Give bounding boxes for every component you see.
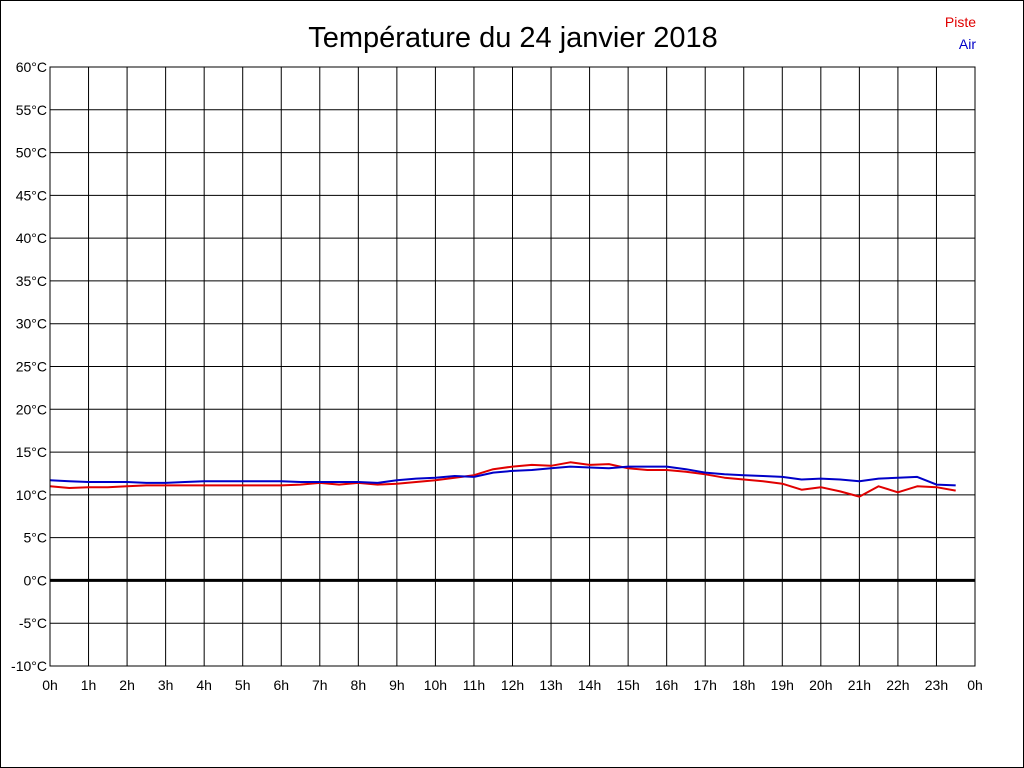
x-tick-label: 15h [616, 677, 639, 693]
x-tick-label: 22h [886, 677, 909, 693]
series-group [49, 461, 956, 498]
legend-entry-piste: Piste [945, 14, 976, 30]
y-tick-label: 45°C [16, 187, 47, 203]
y-axis-tick-labels: 60°C 55°C 50°C 45°C 40°C 35°C 30°C 25°C 20°C 15°C… [11, 59, 47, 674]
chart-title: Température du 24 janvier 2018 [308, 22, 717, 54]
x-tick-label: 14h [578, 677, 601, 693]
x-tick-label: 1h [81, 677, 97, 693]
y-tick-label: 60°C [16, 59, 47, 75]
y-tick-label: 5°C [24, 530, 48, 546]
x-tick-label: 0h [967, 677, 983, 693]
y-tick-label: 50°C [16, 145, 47, 161]
x-tick-label: 16h [655, 677, 678, 693]
x-tick-label: 18h [732, 677, 755, 693]
x-tick-label: 5h [235, 677, 251, 693]
y-tick-label: 55°C [16, 102, 47, 118]
x-tick-label: 11h [463, 677, 485, 693]
x-tick-label: 7h [312, 677, 328, 693]
y-tick-label: -5°C [19, 615, 47, 631]
x-tick-label: 23h [925, 677, 948, 693]
y-tick-label: -10°C [11, 658, 47, 674]
x-tick-label: 6h [273, 677, 289, 693]
legend: Piste Air [945, 14, 976, 52]
x-tick-label: 8h [351, 677, 367, 693]
x-tick-label: 10h [424, 677, 447, 693]
x-tick-label: 19h [771, 677, 794, 693]
x-tick-label: 2h [119, 677, 135, 693]
x-tick-label: 3h [158, 677, 174, 693]
y-tick-label: 15°C [16, 444, 47, 460]
x-tick-label: 20h [809, 677, 832, 693]
x-tick-label: 12h [501, 677, 524, 693]
series-line-air [49, 465, 956, 487]
series-line-piste [49, 461, 956, 498]
y-tick-label: 30°C [16, 316, 47, 332]
y-tick-label: 0°C [24, 572, 48, 588]
x-tick-label: 21h [848, 677, 871, 693]
y-tick-label: 35°C [16, 273, 47, 289]
legend-entry-air: Air [959, 36, 976, 52]
x-tick-label: 4h [196, 677, 212, 693]
y-tick-label: 25°C [16, 359, 47, 375]
x-axis-tick-labels: 0h 1h 2h 3h 4h 5h 6h 7h 8h 9h 10h 11h 12h 13h 14h 15h 16… [42, 677, 983, 693]
plot-border [49, 66, 976, 667]
x-tick-label: 13h [539, 677, 562, 693]
x-tick-label: 9h [389, 677, 405, 693]
y-tick-label: 20°C [16, 401, 47, 417]
y-tick-label: 10°C [16, 487, 47, 503]
x-tick-label: 0h [42, 677, 58, 693]
y-tick-label: 40°C [16, 230, 47, 246]
x-tick-label: 17h [694, 677, 717, 693]
